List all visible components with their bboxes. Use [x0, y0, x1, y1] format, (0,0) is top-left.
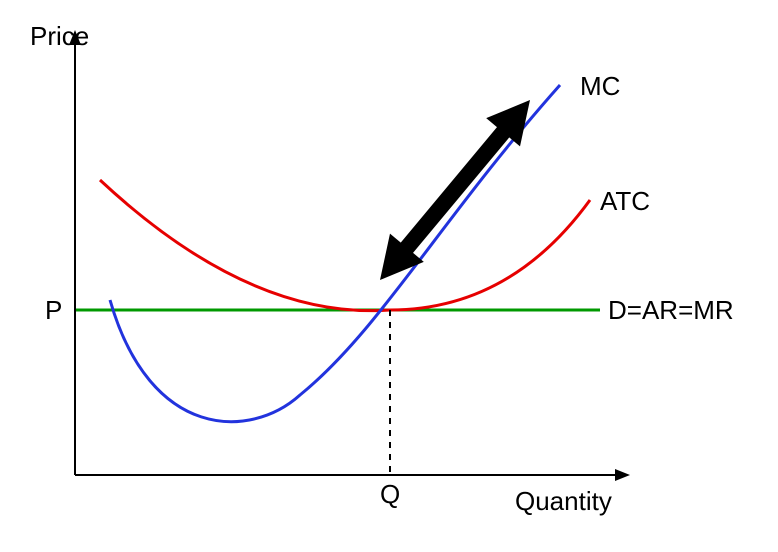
x-axis-label: Quantity — [515, 486, 612, 516]
atc-label: ATC — [600, 186, 650, 216]
mc-label: MC — [580, 71, 620, 101]
demand-label: D=AR=MR — [608, 295, 734, 325]
q-tick-label: Q — [380, 479, 400, 509]
cost-curve-chart: Price Quantity P Q MC ATC D=AR=MR — [0, 0, 778, 552]
y-axis-label: Price — [30, 21, 89, 51]
p-tick-label: P — [45, 295, 62, 325]
